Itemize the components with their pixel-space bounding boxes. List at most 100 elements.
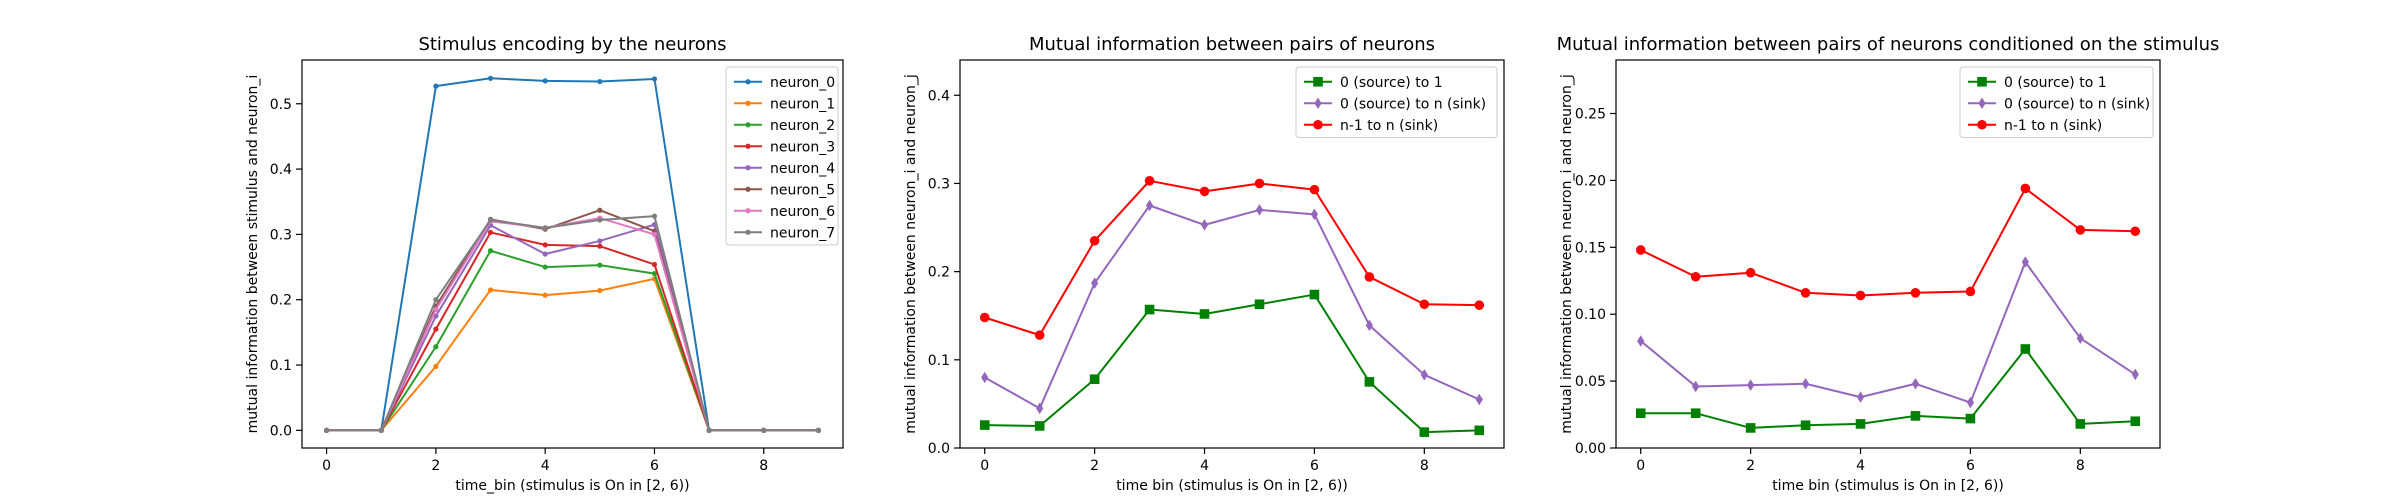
data-point [1091, 277, 1099, 289]
data-point [1089, 374, 1100, 385]
y-tick-label: 0.4 [928, 88, 950, 104]
data-point [1200, 219, 1209, 231]
chart-panel-3: Mutual information between pairs of neur… [1557, 34, 2220, 494]
data-point [651, 270, 658, 277]
chart-title: Mutual information between pairs of neur… [1029, 34, 1435, 55]
data-point [433, 83, 439, 89]
legend-label: neuron_0 [770, 75, 835, 91]
y-tick-label: 0.10 [1575, 307, 1606, 323]
y-axis-label: mutual information between stimulus and … [245, 75, 261, 434]
data-point [1255, 204, 1264, 216]
legend-box [725, 66, 839, 246]
data-point [1910, 411, 1921, 421]
x-tick-label: 4 [1200, 458, 1209, 474]
data-point [1965, 413, 1976, 424]
series-line-1 [1640, 347, 2136, 429]
legend-label: neuron_3 [770, 139, 835, 155]
x-axis-label: time bin (stimulus is On in [2, 6)) [1116, 478, 1348, 494]
data-point [1364, 272, 1375, 282]
legend-swatch-marker [745, 100, 751, 106]
data-point [1199, 309, 1210, 319]
data-point [1309, 184, 1320, 195]
x-tick-label: 0 [1636, 458, 1645, 474]
legend-swatch-marker [745, 122, 751, 128]
chart-panel-1: Stimulus encoding by the neurons 0 2 4 6 8 0.0… [245, 34, 844, 494]
legend-label: 0 (source) to 1 [1340, 75, 1443, 91]
data-point [1635, 408, 1646, 419]
data-point [1747, 379, 1755, 391]
series-line-2 [326, 277, 819, 432]
y-tick-label: 0.3 [270, 227, 292, 243]
data-point [487, 248, 494, 254]
data-point [1965, 286, 1976, 297]
y-tick-label: 0.2 [270, 293, 292, 309]
data-point [323, 427, 330, 433]
data-point [1144, 176, 1155, 186]
legend-swatch-marker [745, 229, 751, 235]
data-point [1310, 208, 1319, 221]
legend-swatch-marker [1313, 119, 1323, 130]
chart-panel-2: Mutual information between pairs of neur… [903, 34, 1505, 494]
data-point [1966, 396, 1975, 409]
series-line-3 [1640, 187, 2136, 297]
data-point [2020, 344, 2031, 354]
legend-swatch-marker [1313, 76, 1323, 87]
series-line-2 [1640, 261, 2136, 404]
data-point [597, 287, 603, 294]
y-tick-label: 0.1 [928, 353, 950, 369]
data-point [378, 427, 384, 433]
legend-swatch-marker [745, 143, 751, 149]
data-point [2130, 416, 2141, 427]
data-point [1801, 378, 1810, 390]
legend-swatch-marker [745, 186, 751, 192]
legend-swatch-marker [1977, 76, 1987, 87]
data-point [2075, 225, 2086, 235]
x-tick-label: 6 [1310, 458, 1319, 474]
chart-title: Mutual information between pairs of neur… [1557, 34, 2220, 55]
data-point [2075, 419, 2086, 429]
x-tick-label: 4 [1856, 458, 1865, 474]
data-point [1474, 425, 1485, 436]
data-point [1144, 304, 1155, 315]
series-line-7 [326, 217, 819, 432]
legend-label: neuron_4 [770, 161, 835, 177]
legend-swatch-marker [1314, 97, 1322, 110]
x-tick-label: 6 [650, 458, 659, 474]
data-point [815, 427, 822, 433]
y-axis-label: mutual information between neuron_i and … [903, 74, 919, 434]
data-point [542, 225, 548, 231]
data-point [1420, 369, 1428, 381]
data-point [979, 312, 990, 323]
data-point [651, 231, 658, 238]
data-point [1745, 267, 1756, 278]
data-point [1254, 178, 1265, 189]
data-point [979, 420, 990, 430]
data-point [597, 217, 603, 223]
x-tick-label: 8 [1420, 458, 1429, 474]
data-point [1910, 288, 1921, 298]
x-tick-label: 8 [2076, 458, 2085, 474]
data-point [1800, 420, 1811, 431]
plot-frame [1615, 59, 2161, 449]
data-point [1855, 419, 1866, 429]
data-point [433, 363, 439, 369]
legend-box [1295, 66, 1498, 138]
data-point [487, 75, 494, 81]
legend-swatch-marker [745, 165, 751, 171]
legend: 0 (source) to 1 0 (source) to n (sink) n-1… [1959, 66, 2154, 138]
chart-title: Stimulus encoding by the neurons [418, 34, 726, 55]
x-tick-label: 8 [759, 458, 768, 474]
legend-label: neuron_7 [770, 225, 835, 241]
legend-label: neuron_6 [770, 204, 835, 220]
legend: neuron_0 neuron_1 neuron_2 neuron_3 neuron_4… [725, 66, 839, 246]
data-point [651, 261, 658, 268]
data-point [542, 242, 548, 248]
legend-swatch-marker [1978, 97, 1986, 110]
x-tick-label: 0 [980, 458, 989, 474]
y-tick-label: 0.2 [928, 265, 950, 281]
y-tick-label: 0.1 [270, 358, 292, 374]
legend-label: n-1 to n (sink) [2004, 118, 2102, 134]
x-tick-label: 0 [322, 458, 331, 474]
data-point [542, 264, 548, 270]
data-point [1419, 427, 1430, 437]
